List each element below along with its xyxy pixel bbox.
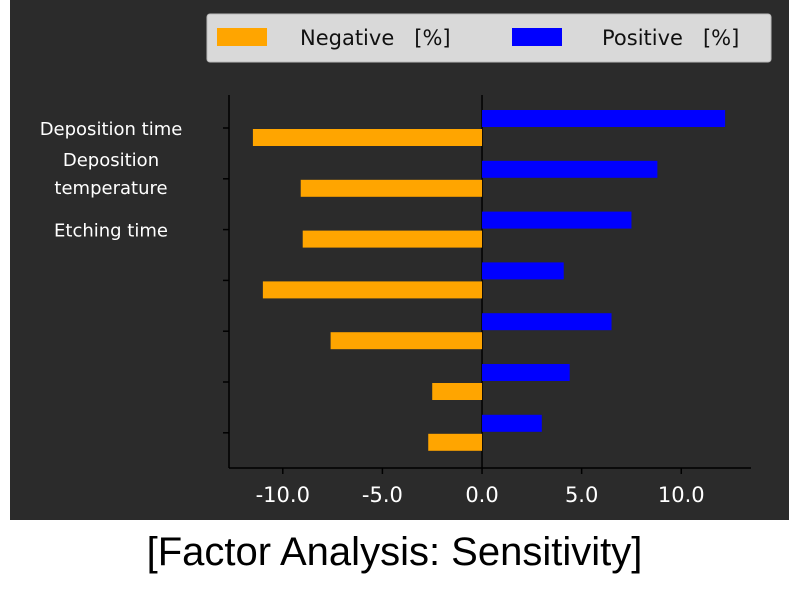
legend-label-positive: Positive [%] — [602, 26, 739, 50]
bar-positive — [482, 364, 570, 381]
x-tick-label: -10.0 — [256, 483, 310, 507]
legend-swatch-negative — [217, 28, 267, 46]
figure-caption: [Factor Analysis: Sensitivity] — [146, 530, 643, 574]
bar-positive — [482, 160, 658, 178]
bar-positive — [482, 110, 726, 127]
bar-negative — [330, 332, 483, 350]
category-label: Deposition time — [40, 119, 183, 140]
x-tick-label: 5.0 — [565, 483, 598, 507]
bar-negative — [252, 129, 483, 146]
chart-panel: Negative [%] Positive [%] Deposition tim… — [10, 0, 789, 520]
category-label: Etching time — [54, 221, 168, 242]
bar-positive — [482, 313, 612, 331]
bar-negative — [428, 433, 483, 451]
legend-swatch-positive — [512, 28, 562, 46]
bar-negative — [302, 230, 483, 248]
x-tick-label: 10.0 — [658, 483, 705, 507]
legend-label-negative: Negative [%] — [300, 26, 451, 50]
x-tick-label: 0.0 — [465, 483, 498, 507]
category-label: Deposition — [63, 150, 159, 171]
bar-negative — [300, 179, 483, 197]
bar-positive — [482, 262, 564, 280]
sensitivity-chart: Negative [%] Positive [%] Deposition tim… — [40, 13, 772, 507]
legend: Negative [%] Positive [%] — [206, 13, 772, 63]
chart-marks: Deposition time Deposition temperature Etch… — [40, 95, 726, 507]
bar-negative — [432, 383, 483, 400]
x-tick-label: -5.0 — [362, 483, 403, 507]
bar-positive — [482, 211, 632, 229]
bar-positive — [482, 414, 542, 432]
legend-box — [206, 13, 772, 63]
bar-negative — [262, 281, 483, 299]
category-label: temperature — [54, 178, 167, 199]
